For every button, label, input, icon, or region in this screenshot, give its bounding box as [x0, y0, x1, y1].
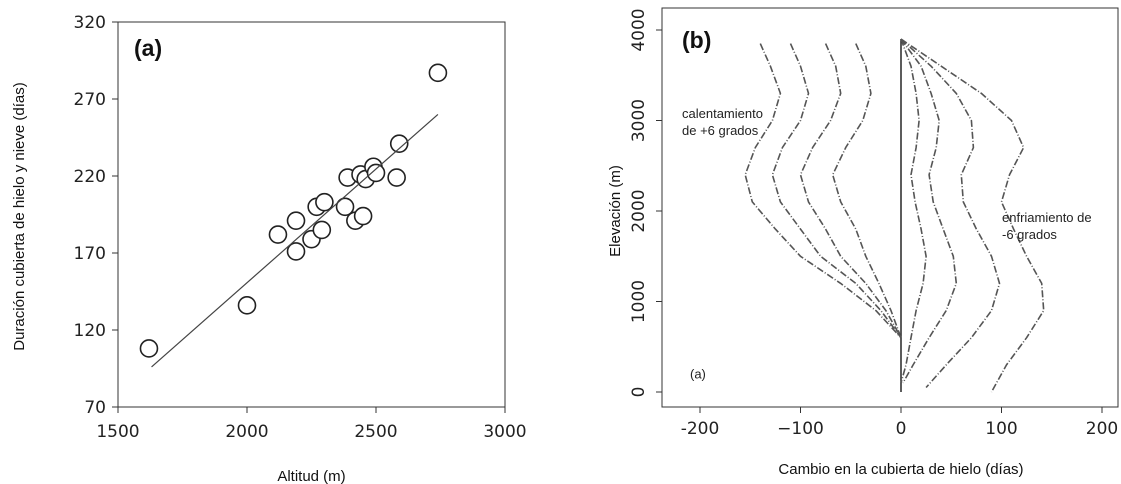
panel-a-y-tick-label: 320 — [74, 13, 106, 33]
panel-a-data-point — [286, 242, 306, 261]
panel-b-x-axis: -200 −100 0 100 200 — [681, 407, 1118, 439]
panel-b-warming-curve — [771, 43, 902, 339]
panel-a-plot-frame — [117, 21, 506, 408]
panel-b-x-tick-label: 200 — [1086, 419, 1118, 439]
panel-a-y-axis-label: Duración cubierta de hielo y nieve (días… — [11, 82, 28, 350]
panel-b-y-axis: 0 1000 2000 3000 4000 — [629, 8, 662, 397]
panel-a-data-point — [353, 206, 373, 226]
panel-b-annotation-line: calentamiento — [682, 106, 763, 121]
panel-a-y-tick-label: 170 — [74, 244, 106, 264]
panel-a-y-tick-label: 270 — [74, 90, 106, 110]
panel-b-plot-frame — [661, 7, 1119, 408]
panel-b-line-chart: -200 −100 0 100 200 0 1000 2000 3000 4000 (b) (a… — [607, 7, 1119, 478]
panel-b-label: (b) — [682, 27, 711, 53]
panel-b-cooling-curve — [900, 38, 1045, 393]
panel-b-x-axis-label: Cambio en la cubierta de hielo (días) — [778, 461, 1023, 478]
panel-a-label: (a) — [134, 35, 162, 61]
panel-b-y-tick-label: 2000 — [629, 189, 649, 232]
panel-a-x-axis: 1500 2000 2500 3000 — [96, 407, 527, 442]
panel-b-x-tick-label: −100 — [777, 419, 824, 439]
panel-b-x-tick-label: 0 — [896, 419, 907, 439]
panel-a-scatter: 1500 2000 2500 3000 70 120 170 220 270 320 (a) A… — [11, 13, 527, 484]
panel-b-curves — [744, 38, 1045, 393]
panel-a-data-point — [335, 197, 355, 217]
panel-b-warming-curve — [744, 43, 902, 339]
panel-b-annotations: calentamiento de +6 grados enfriamiento de… — [682, 106, 1092, 242]
panel-a-data-point — [312, 220, 332, 240]
panel-a-y-tick-label: 120 — [74, 321, 106, 341]
panel-b-cooling-curve — [900, 38, 958, 384]
panel-a-x-tick-label: 2000 — [225, 422, 268, 442]
panel-b-cooling-curve — [900, 38, 1001, 389]
panel-b-annotation-line: de +6 grados — [682, 123, 759, 138]
panel-b-x-tick-label: -200 — [681, 419, 720, 439]
panel-a-x-axis-label: Altitud (m) — [277, 468, 345, 484]
panel-b-y-axis-label: Elevación (m) — [607, 165, 624, 257]
panel-b-x-tick-label: 100 — [985, 419, 1017, 439]
panel-a-data-point — [268, 225, 288, 244]
panel-a-data-point — [389, 134, 409, 153]
panel-a-y-axis: 70 120 170 220 270 320 — [74, 13, 118, 418]
panel-a-y-tick-label: 70 — [84, 398, 106, 418]
panel-a-x-tick-label: 3000 — [483, 422, 526, 442]
panel-b-annotation-line: enfriamiento de — [1002, 210, 1092, 225]
panel-b-annotation-line: -6 grados — [1002, 227, 1057, 242]
panel-b-y-tick-label: 4000 — [629, 8, 649, 51]
panel-b-cooling-curve — [900, 38, 927, 384]
panel-a-data-point — [286, 211, 306, 230]
panel-a-data-point — [387, 168, 406, 187]
panel-a-data-point — [366, 163, 386, 183]
panel-a-y-tick-label: 220 — [74, 167, 106, 187]
panel-a-x-tick-label: 2500 — [354, 422, 397, 442]
panel-a-regression-line — [151, 113, 439, 368]
panel-a-data-point — [428, 63, 448, 83]
panel-a-data-point — [139, 339, 159, 358]
panel-b-warming-curve — [799, 43, 902, 339]
panel-a-points — [139, 63, 448, 358]
panel-a-data-point — [315, 192, 334, 212]
panel-b-y-tick-label: 3000 — [629, 99, 649, 142]
panel-b-y-tick-label: 0 — [629, 387, 649, 398]
panel-b-inner-label: (a) — [690, 366, 706, 381]
panel-b-y-tick-label: 1000 — [629, 280, 649, 323]
panel-a-data-point — [237, 296, 257, 315]
panel-b-warming-curve — [831, 43, 902, 338]
panel-a-x-tick-label: 1500 — [96, 422, 139, 442]
